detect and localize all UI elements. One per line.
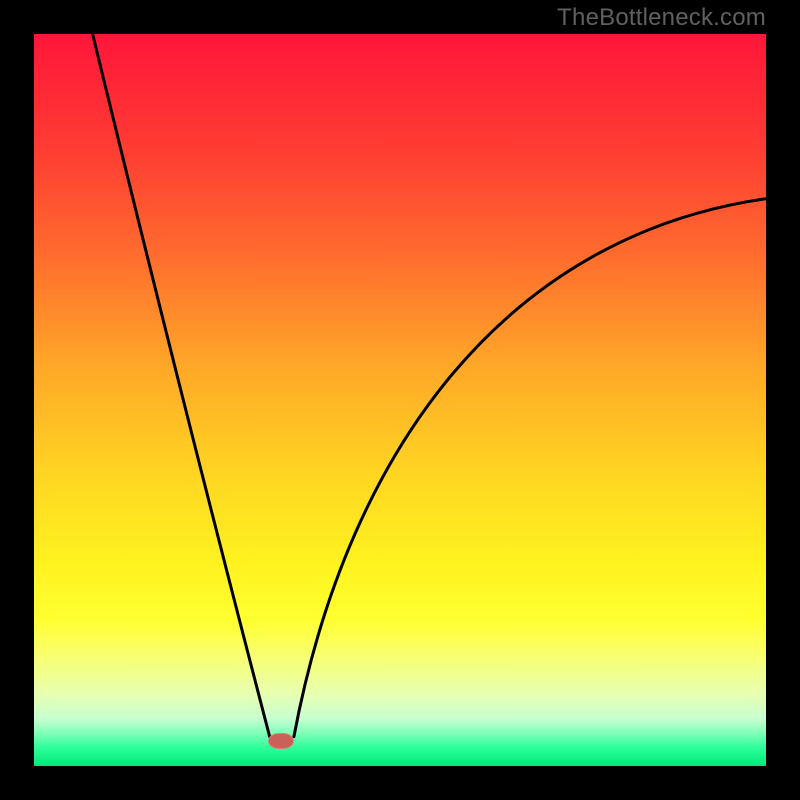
- chart-container: TheBottleneck.com: [0, 0, 800, 800]
- bottleneck-curve: [34, 34, 766, 766]
- attribution-label: TheBottleneck.com: [557, 4, 766, 32]
- optimum-marker: [268, 733, 294, 749]
- plot-area: [34, 34, 766, 766]
